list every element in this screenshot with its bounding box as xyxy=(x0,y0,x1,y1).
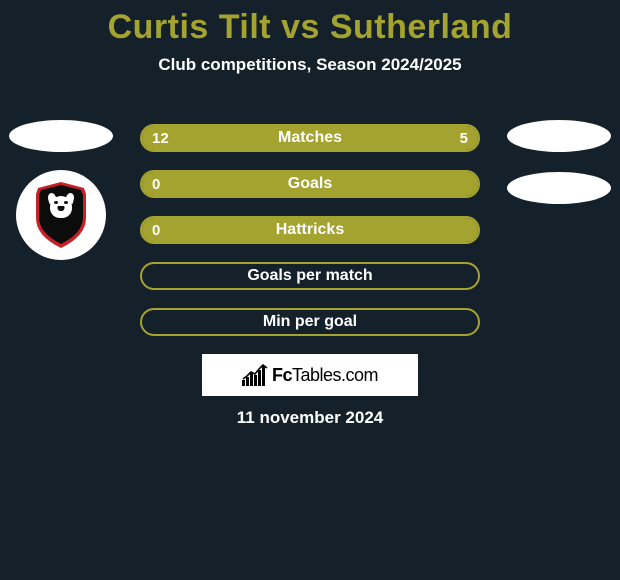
date-text: 11 november 2024 xyxy=(0,408,620,428)
club-badge-left xyxy=(16,170,106,260)
stats-bars: 12 Matches 5 0 Goals 0 Hattricks Goals p… xyxy=(140,124,480,336)
stat-bar-goals: 0 Goals xyxy=(140,170,480,198)
stat-label: Matches xyxy=(142,129,478,147)
stat-label: Hattricks xyxy=(142,221,478,239)
right-player-column xyxy=(504,120,614,204)
page-title: Curtis Tilt vs Sutherland xyxy=(0,0,620,47)
stat-value-right: 5 xyxy=(460,130,468,147)
brand-box: FcTables.com xyxy=(202,354,418,396)
stat-label: Goals xyxy=(142,175,478,193)
club-shield-icon xyxy=(34,182,88,248)
stats-wave-icon xyxy=(242,364,268,386)
stat-bar-matches: 12 Matches 5 xyxy=(140,124,480,152)
stat-bar-min-per-goal: Min per goal xyxy=(140,308,480,336)
subtitle: Club competitions, Season 2024/2025 xyxy=(0,55,620,75)
brand-text: FcTables.com xyxy=(272,365,378,386)
left-player-column xyxy=(6,120,116,260)
player-silhouette-right xyxy=(507,120,611,152)
brand-bold: Fc xyxy=(272,365,292,385)
club-badge-right-placeholder xyxy=(507,172,611,204)
stat-bar-hattricks: 0 Hattricks xyxy=(140,216,480,244)
player-silhouette-left xyxy=(9,120,113,152)
stat-bar-goals-per-match: Goals per match xyxy=(140,262,480,290)
stat-label: Min per goal xyxy=(142,313,478,331)
brand-rest: Tables.com xyxy=(292,365,378,385)
stat-label: Goals per match xyxy=(142,267,478,285)
